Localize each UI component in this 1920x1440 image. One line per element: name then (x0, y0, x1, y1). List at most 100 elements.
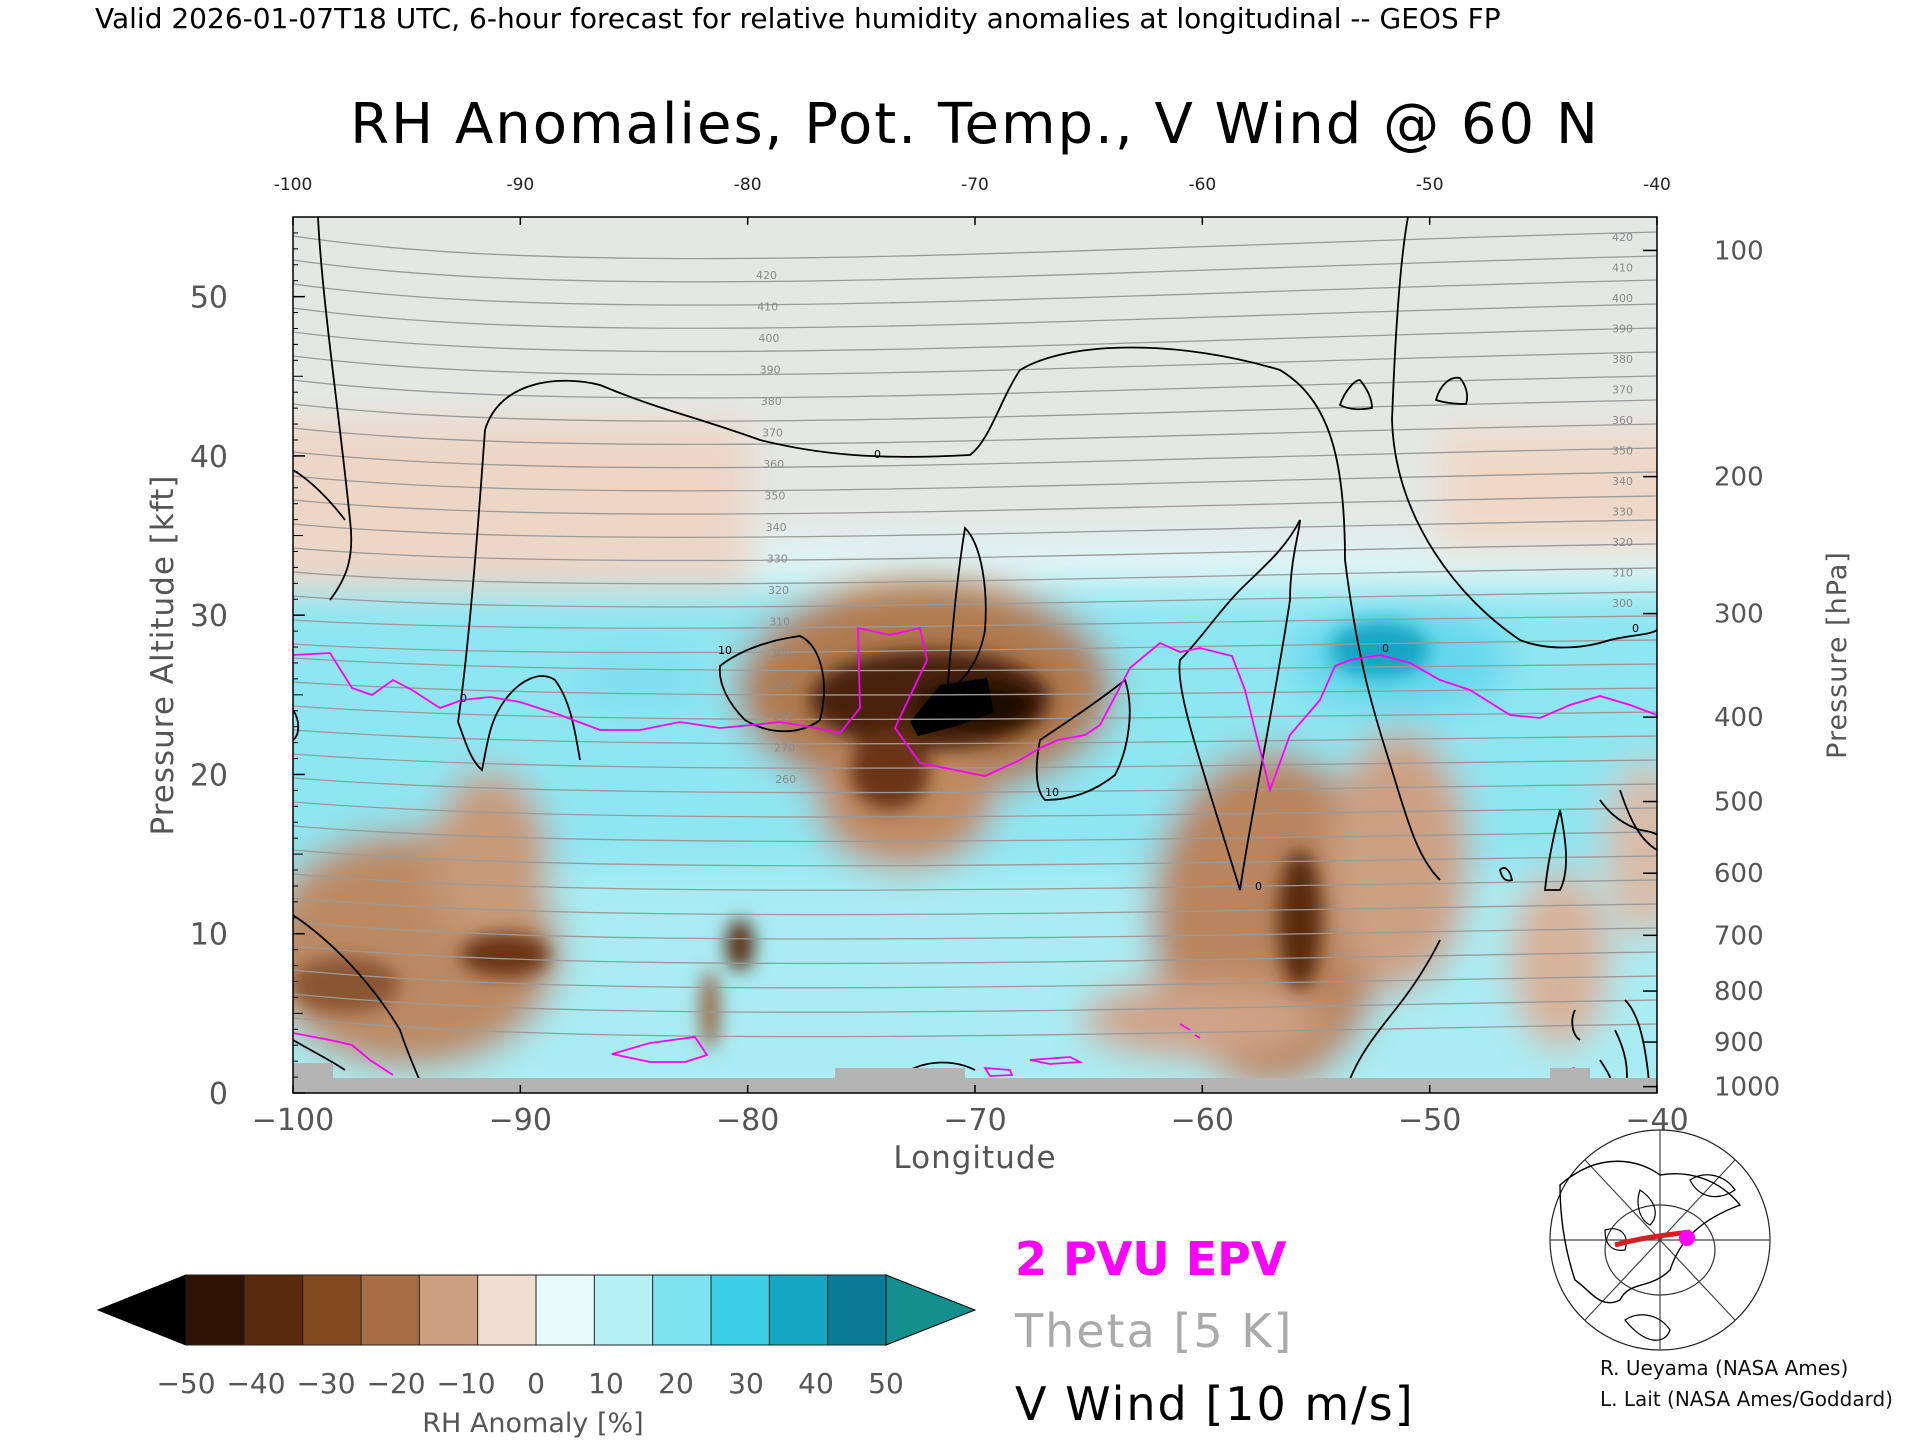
colorbar-tick-label: −40 (226, 1367, 285, 1400)
theta-contour-line (293, 921, 1657, 940)
theta-contour-label: 340 (766, 521, 787, 534)
legend-vwind: V Wind [10 m/s] (1015, 1377, 1415, 1431)
theta-contour-label: 390 (760, 364, 781, 377)
y-axis-left-label: Pressure Altitude [kft] (145, 475, 181, 836)
theta-contour-line (293, 519, 1657, 538)
theta-contour-label: 260 (775, 773, 796, 786)
theta-contour-label: 310 (1612, 567, 1633, 580)
theta-contour-line (293, 375, 1657, 399)
pressure-tick-label: 100 (1714, 236, 1764, 266)
legend-epv: 2 PVU EPV (1015, 1232, 1287, 1286)
colorbar-tick-label: −20 (366, 1367, 425, 1400)
y-tick-label: 40 (190, 440, 228, 475)
chart-title: RH Anomalies, Pot. Temp., V Wind @ 60 N (350, 92, 1600, 157)
theta-contour-line (293, 423, 1657, 446)
theta-contour-label: 330 (767, 553, 788, 566)
theta-contour-line (293, 231, 1657, 260)
colorbar-bin (827, 1274, 887, 1346)
theta-contour-line (293, 471, 1657, 492)
colorbar-tick-label: 20 (658, 1367, 694, 1400)
colorbar-bin (302, 1274, 363, 1346)
colorbar-tick-label: −50 (156, 1367, 215, 1400)
theta-contour-line (293, 1017, 1657, 1038)
y-axis-right-label: Pressure [hPa] (1822, 551, 1853, 759)
vwind-label: 0 (1255, 880, 1262, 893)
theta-contour-line (293, 969, 1657, 989)
vwind-label: 0 (460, 692, 467, 705)
x-top-tick-label: -70 (961, 175, 989, 195)
theta-contour-label: 410 (757, 301, 778, 314)
x-top-tick-label: -40 (1643, 175, 1671, 195)
theta-contour-label: 360 (763, 458, 784, 471)
y-axis-left: 0 10 20 30 40 50 (190, 216, 305, 1112)
vwind-contours (293, 217, 1657, 1093)
pressure-tick-label: 1000 (1714, 1073, 1780, 1103)
theta-contour-label: 370 (762, 427, 783, 440)
vwind-label: 0 (874, 448, 881, 461)
vwind-label: 10 (1045, 786, 1059, 799)
theta-contour-line (293, 495, 1657, 515)
x-axis-bottom: −100 −90 −80 −70 −60 −50 −40 (252, 1085, 1689, 1138)
theta-contour-line (293, 591, 1657, 608)
theta-contour-label: 310 (769, 616, 790, 629)
x-top-tick-label: -90 (506, 175, 534, 195)
x-tick-label: −80 (716, 1103, 779, 1138)
vwind-label: 10 (718, 644, 732, 657)
theta-contour-line (293, 657, 1657, 672)
theta-contour-line (293, 327, 1657, 353)
theta-contour-label: 410 (1612, 262, 1633, 275)
vwind-contour-labels: 0 0 0 0 0 10 10 (460, 448, 1639, 893)
theta-contour-label: 280 (773, 710, 794, 723)
theta-contour-label: 380 (761, 395, 782, 408)
colorbar-tick-label: −30 (296, 1367, 355, 1400)
plot-area (293, 217, 1657, 1093)
theta-contour-line (293, 639, 1657, 654)
theta-contour-line (293, 351, 1657, 376)
x-top-tick-label: -50 (1416, 175, 1444, 195)
y-tick-label: 0 (209, 1077, 228, 1112)
colorbar-bin (477, 1274, 538, 1346)
colorbar-extend-high (885, 1274, 977, 1346)
theta-contour-line (293, 993, 1657, 1013)
y-tick-label: 30 (190, 599, 228, 634)
colorbar-tick-label: 30 (728, 1367, 764, 1400)
colorbar-tick-label: −10 (436, 1367, 495, 1400)
colorbar-bin (185, 1274, 246, 1346)
theta-contour-label: 380 (1612, 353, 1633, 366)
theta-contour-line (293, 801, 1657, 818)
colorbar-bin (768, 1274, 829, 1346)
colorbar-bin (710, 1274, 771, 1346)
theta-contour-line (293, 753, 1657, 769)
theta-contour-line (293, 705, 1657, 721)
theta-contour-label: 400 (1612, 292, 1633, 305)
colorbar-tick-label: 50 (868, 1367, 904, 1400)
pressure-tick-label: 300 (1714, 600, 1764, 630)
theta-contour-label: 270 (774, 742, 795, 755)
colorbar-bin (418, 1274, 479, 1346)
theta-contour-label: 340 (1612, 475, 1633, 488)
theta-contour-label: 330 (1612, 506, 1633, 519)
legend: 2 PVU EPV Theta [5 K] V Wind [10 m/s] (1014, 1232, 1415, 1431)
theta-contour-line (293, 897, 1657, 916)
y-tick-label: 50 (190, 281, 228, 316)
theta-contour-label: 320 (1612, 536, 1633, 549)
rh-minimum-core (910, 678, 994, 736)
theta-contour-label: 370 (1612, 384, 1633, 397)
pressure-tick-label: 400 (1714, 703, 1764, 733)
theta-contour-label: 420 (756, 269, 777, 282)
theta-contour-line (293, 729, 1657, 745)
credit-line-2: L. Lait (NASA Ames/Goddard) (1600, 1387, 1893, 1411)
colorbar-bin (652, 1274, 712, 1346)
pressure-tick-label: 800 (1714, 977, 1764, 1007)
x-tick-label: −90 (489, 1103, 552, 1138)
theta-contour-line (293, 681, 1657, 696)
colorbar-bin (593, 1274, 654, 1346)
pressure-tick-label: 700 (1714, 921, 1764, 951)
theta-contour-line (293, 945, 1657, 965)
theta-contour-label: 300 (1612, 597, 1633, 610)
x-tick-label: −70 (943, 1103, 1006, 1138)
theta-contour-labels: 420 420 410 410 400 400 390 390 380 380 370 370 360 3… (756, 231, 1633, 786)
theta-contour-line (293, 777, 1657, 794)
theta-contour-line (293, 543, 1657, 562)
x-tick-label: −100 (252, 1103, 334, 1138)
